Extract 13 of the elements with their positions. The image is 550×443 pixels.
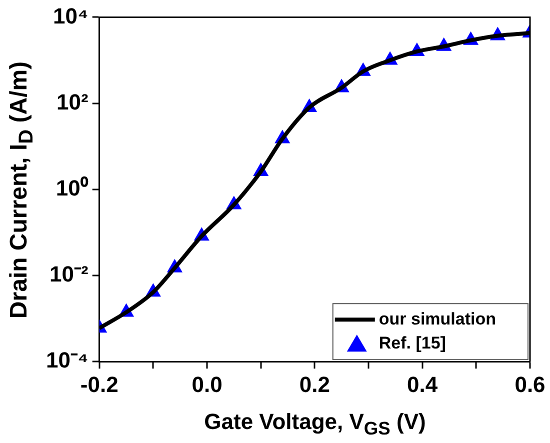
y-tick-label: 10⁻⁴ (46, 348, 88, 373)
x-tick-label: -0.2 (80, 372, 118, 397)
y-tick-label: 10⁴ (52, 3, 88, 28)
x-tick-label: 0.4 (407, 372, 438, 397)
x-axis-title: Gate Voltage, V$_{GS}$ (V) (203, 408, 427, 439)
legend-label: Ref. [15] (378, 333, 446, 352)
x-tick-label: 0.2 (299, 372, 330, 397)
y-tick-label: 10² (56, 89, 88, 114)
legend-label: our simulation (378, 309, 496, 328)
y-tick-label: 10⁻² (50, 262, 88, 287)
x-tick-label: 0.6 (514, 372, 546, 397)
y-tick-label: 10⁰ (56, 175, 88, 200)
text: 0.0 (192, 372, 222, 397)
